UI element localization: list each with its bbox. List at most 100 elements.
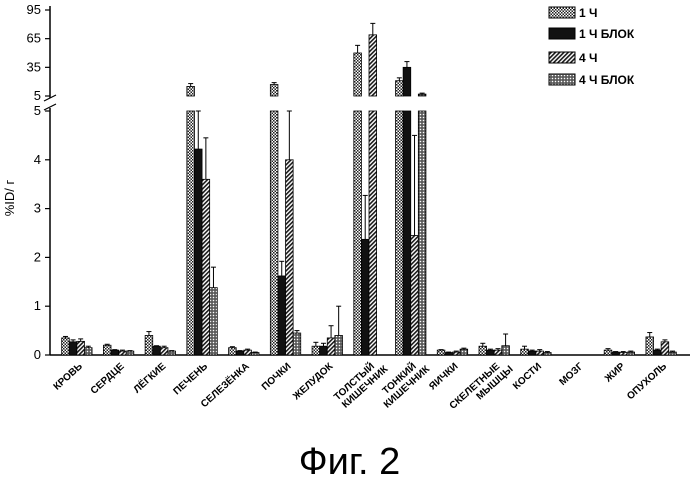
bar	[660, 341, 670, 356]
bar	[619, 352, 628, 356]
bar	[353, 110, 362, 356]
bar	[436, 349, 446, 356]
y-tick-label: 65	[27, 31, 41, 46]
x-category-label-line: КРОВЬ	[52, 361, 85, 392]
x-category-label-line: ЖЕЛУДОК	[290, 360, 336, 403]
bar	[360, 238, 370, 356]
bar	[459, 348, 469, 356]
x-category-label: СКЕЛЕТНЫЕМЫШЦЫ	[448, 356, 516, 420]
x-category-label: СЕРДЦЕ	[89, 361, 127, 397]
bar	[452, 351, 461, 356]
y-axis-label: %ID/ г	[2, 179, 17, 216]
legend-label-4: 4 Ч БЛОК	[579, 73, 635, 87]
bar	[76, 340, 85, 356]
bar-upper-segment	[368, 34, 377, 97]
bar	[402, 110, 412, 356]
bar	[209, 287, 218, 356]
bar	[103, 344, 112, 356]
x-category-label: ПОЧКИ	[260, 361, 294, 393]
bar	[603, 349, 613, 356]
bar	[645, 336, 654, 356]
x-category-label: ПЕЧЕНЬ	[172, 361, 211, 397]
bar	[311, 345, 321, 356]
bar	[319, 345, 328, 356]
bar	[626, 351, 635, 356]
bar-upper-segment	[402, 66, 412, 97]
x-category-label-line: ЛЁГКИЕ	[130, 359, 168, 395]
y-tick-label: 3	[34, 201, 41, 216]
bar	[535, 350, 544, 356]
bar	[68, 341, 78, 356]
x-category-label-line: ПЕЧЕНЬ	[172, 361, 211, 397]
legend-label-2: 1 Ч БЛОК	[579, 27, 635, 41]
x-category-label: ЯИЧКИ	[427, 361, 460, 392]
bar-upper-segment	[353, 52, 362, 97]
bar	[668, 351, 677, 356]
x-category-label: КРОВЬ	[52, 361, 85, 392]
bar	[269, 110, 279, 356]
y-tick-label: 95	[27, 2, 41, 17]
y-tick-label: 4	[34, 152, 41, 167]
legend-swatch-3	[548, 51, 576, 64]
error-bars	[62, 22, 676, 353]
bar	[493, 349, 503, 356]
legend-swatch-2	[548, 27, 576, 40]
bar	[125, 350, 135, 356]
bar	[543, 352, 552, 356]
axis-break-mark-upper	[43, 94, 57, 102]
bar	[84, 347, 93, 356]
x-category-label-line: МОЗГ	[557, 361, 585, 388]
y-tick-label: 1	[34, 298, 41, 313]
x-category-label: ЖИР	[602, 361, 627, 385]
x-category-label-line: ПОЧКИ	[260, 361, 294, 393]
bar	[277, 275, 286, 356]
bar	[152, 345, 161, 356]
bar	[61, 337, 70, 356]
bar	[159, 347, 169, 356]
y-tick-label: 2	[34, 249, 41, 264]
x-category-label: ТОНКИЙКИШЕЧНИК	[373, 354, 432, 411]
y-tick-label: 0	[34, 347, 41, 362]
bar	[285, 159, 294, 356]
x-category-label: ЖЕЛУДОК	[290, 360, 336, 403]
legend-swatch-1	[548, 6, 576, 19]
y-tick-label: 5	[34, 88, 41, 103]
bar	[167, 350, 176, 356]
bar	[417, 110, 427, 356]
bar	[201, 178, 211, 356]
bar	[228, 347, 237, 356]
bar	[243, 349, 252, 356]
bar	[144, 335, 154, 356]
bar	[334, 335, 343, 356]
y-tick-label: 5	[34, 103, 41, 118]
legend-swatch-4	[548, 73, 576, 86]
bar	[250, 352, 260, 356]
bar	[194, 148, 203, 356]
bar	[527, 350, 537, 356]
bar-upper-segment	[417, 93, 427, 97]
legend-label-1: 1 Ч	[579, 6, 597, 20]
figure-caption: Фиг. 2	[298, 441, 401, 483]
x-category-label: ОПУХОЛЬ	[625, 361, 669, 402]
bar	[520, 348, 529, 356]
bar	[326, 337, 336, 356]
bar	[110, 349, 119, 356]
legend-label-3: 4 Ч	[579, 51, 597, 65]
bar-upper-segment	[395, 80, 404, 97]
bar	[478, 345, 487, 356]
bar	[118, 350, 127, 356]
bar-upper-segment	[186, 86, 195, 97]
bar-upper-segment	[269, 84, 279, 97]
bar	[395, 110, 404, 356]
bar	[410, 235, 419, 356]
bars	[61, 34, 677, 356]
legend: 1 Ч 1 Ч БЛОК 4 Ч 4 Ч БЛОК	[548, 6, 635, 87]
y-tick-label: 35	[27, 59, 41, 74]
bar	[501, 345, 510, 356]
bar	[611, 351, 620, 356]
bar	[444, 352, 453, 356]
x-category-label: МОЗГ	[557, 361, 585, 388]
x-category-label-line: КОСТИ	[511, 361, 544, 392]
